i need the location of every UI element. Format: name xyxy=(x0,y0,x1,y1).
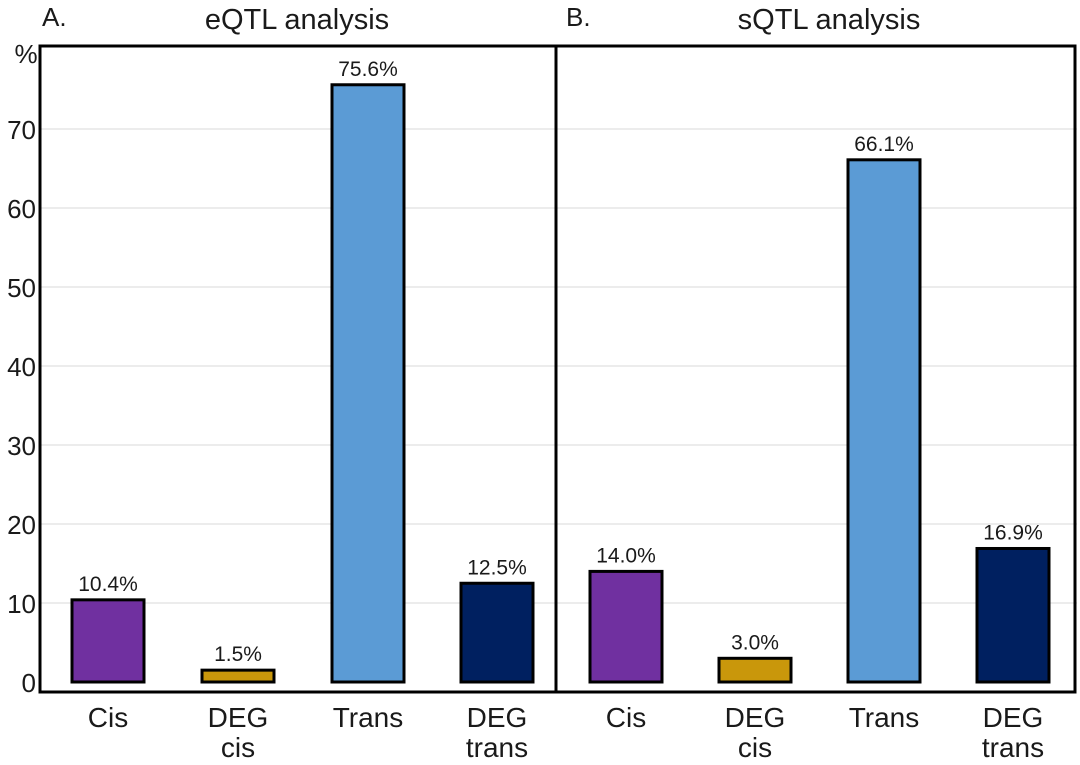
data-label: 66.1% xyxy=(854,133,914,156)
data-label: 75.6% xyxy=(338,58,398,81)
y-tick-label: 70 xyxy=(7,115,36,145)
y-tick-label: 60 xyxy=(7,194,36,224)
x-tick-label-line: Trans xyxy=(333,702,404,733)
x-tick-label: DEG cis xyxy=(725,702,786,760)
x-tick-label-line: Trans xyxy=(849,702,920,733)
x-tick-label: DEG trans xyxy=(982,702,1044,760)
grid-layer xyxy=(40,128,1077,604)
x-tick-label-line: DEG xyxy=(983,702,1044,733)
x-tick-label: Trans xyxy=(849,702,920,733)
chart-title: eQTL analysis xyxy=(205,4,389,36)
panel-frame xyxy=(554,44,1077,694)
x-tick-label: Trans xyxy=(333,702,404,733)
bar xyxy=(200,668,276,684)
x-tick-label: DEG trans xyxy=(466,702,528,760)
bar xyxy=(330,83,406,684)
bar xyxy=(975,546,1051,684)
panel-label: A. xyxy=(42,2,67,32)
y-tick-label: 0 xyxy=(22,668,36,698)
bar xyxy=(588,569,664,684)
bar xyxy=(846,158,922,684)
x-tick-label: DEG cis xyxy=(208,702,269,760)
x-tick-label-line: Cis xyxy=(88,702,128,733)
x-tick-label-line: cis xyxy=(738,732,772,760)
chart-title: sQTL analysis xyxy=(738,4,921,36)
panel-layer xyxy=(38,44,1077,694)
bar-layer xyxy=(70,83,1051,684)
data-label: 1.5% xyxy=(214,643,262,666)
y-axis: % 0 10 20 30 40 50 60 70 xyxy=(7,39,37,698)
data-label: 16.9% xyxy=(983,521,1043,544)
x-tick-label-line: DEG xyxy=(467,702,528,733)
x-tick-label: Cis xyxy=(606,702,646,733)
x-tick-label-line: trans xyxy=(466,732,528,760)
x-tick-label: Cis xyxy=(88,702,128,733)
y-tick-label: 30 xyxy=(7,431,36,461)
y-tick-label: 20 xyxy=(7,510,36,540)
y-tick-label: 40 xyxy=(7,352,36,382)
bar xyxy=(459,581,535,684)
panel-label: B. xyxy=(566,2,591,32)
x-tick-label-line: trans xyxy=(982,732,1044,760)
x-tick-label-line: Cis xyxy=(606,702,646,733)
data-label: 3.0% xyxy=(731,631,779,654)
data-label: 10.4% xyxy=(78,573,138,596)
y-tick-label: 50 xyxy=(7,273,36,303)
y-tick-label: 10 xyxy=(7,589,36,619)
y-axis-unit-label: % xyxy=(14,39,37,69)
x-tick-label-line: DEG xyxy=(725,702,786,733)
x-tick-label-line: DEG xyxy=(208,702,269,733)
data-label: 12.5% xyxy=(467,556,527,579)
bar xyxy=(717,656,793,684)
x-tick-label-line: cis xyxy=(221,732,255,760)
bar xyxy=(70,598,146,684)
data-label: 14.0% xyxy=(596,544,656,567)
